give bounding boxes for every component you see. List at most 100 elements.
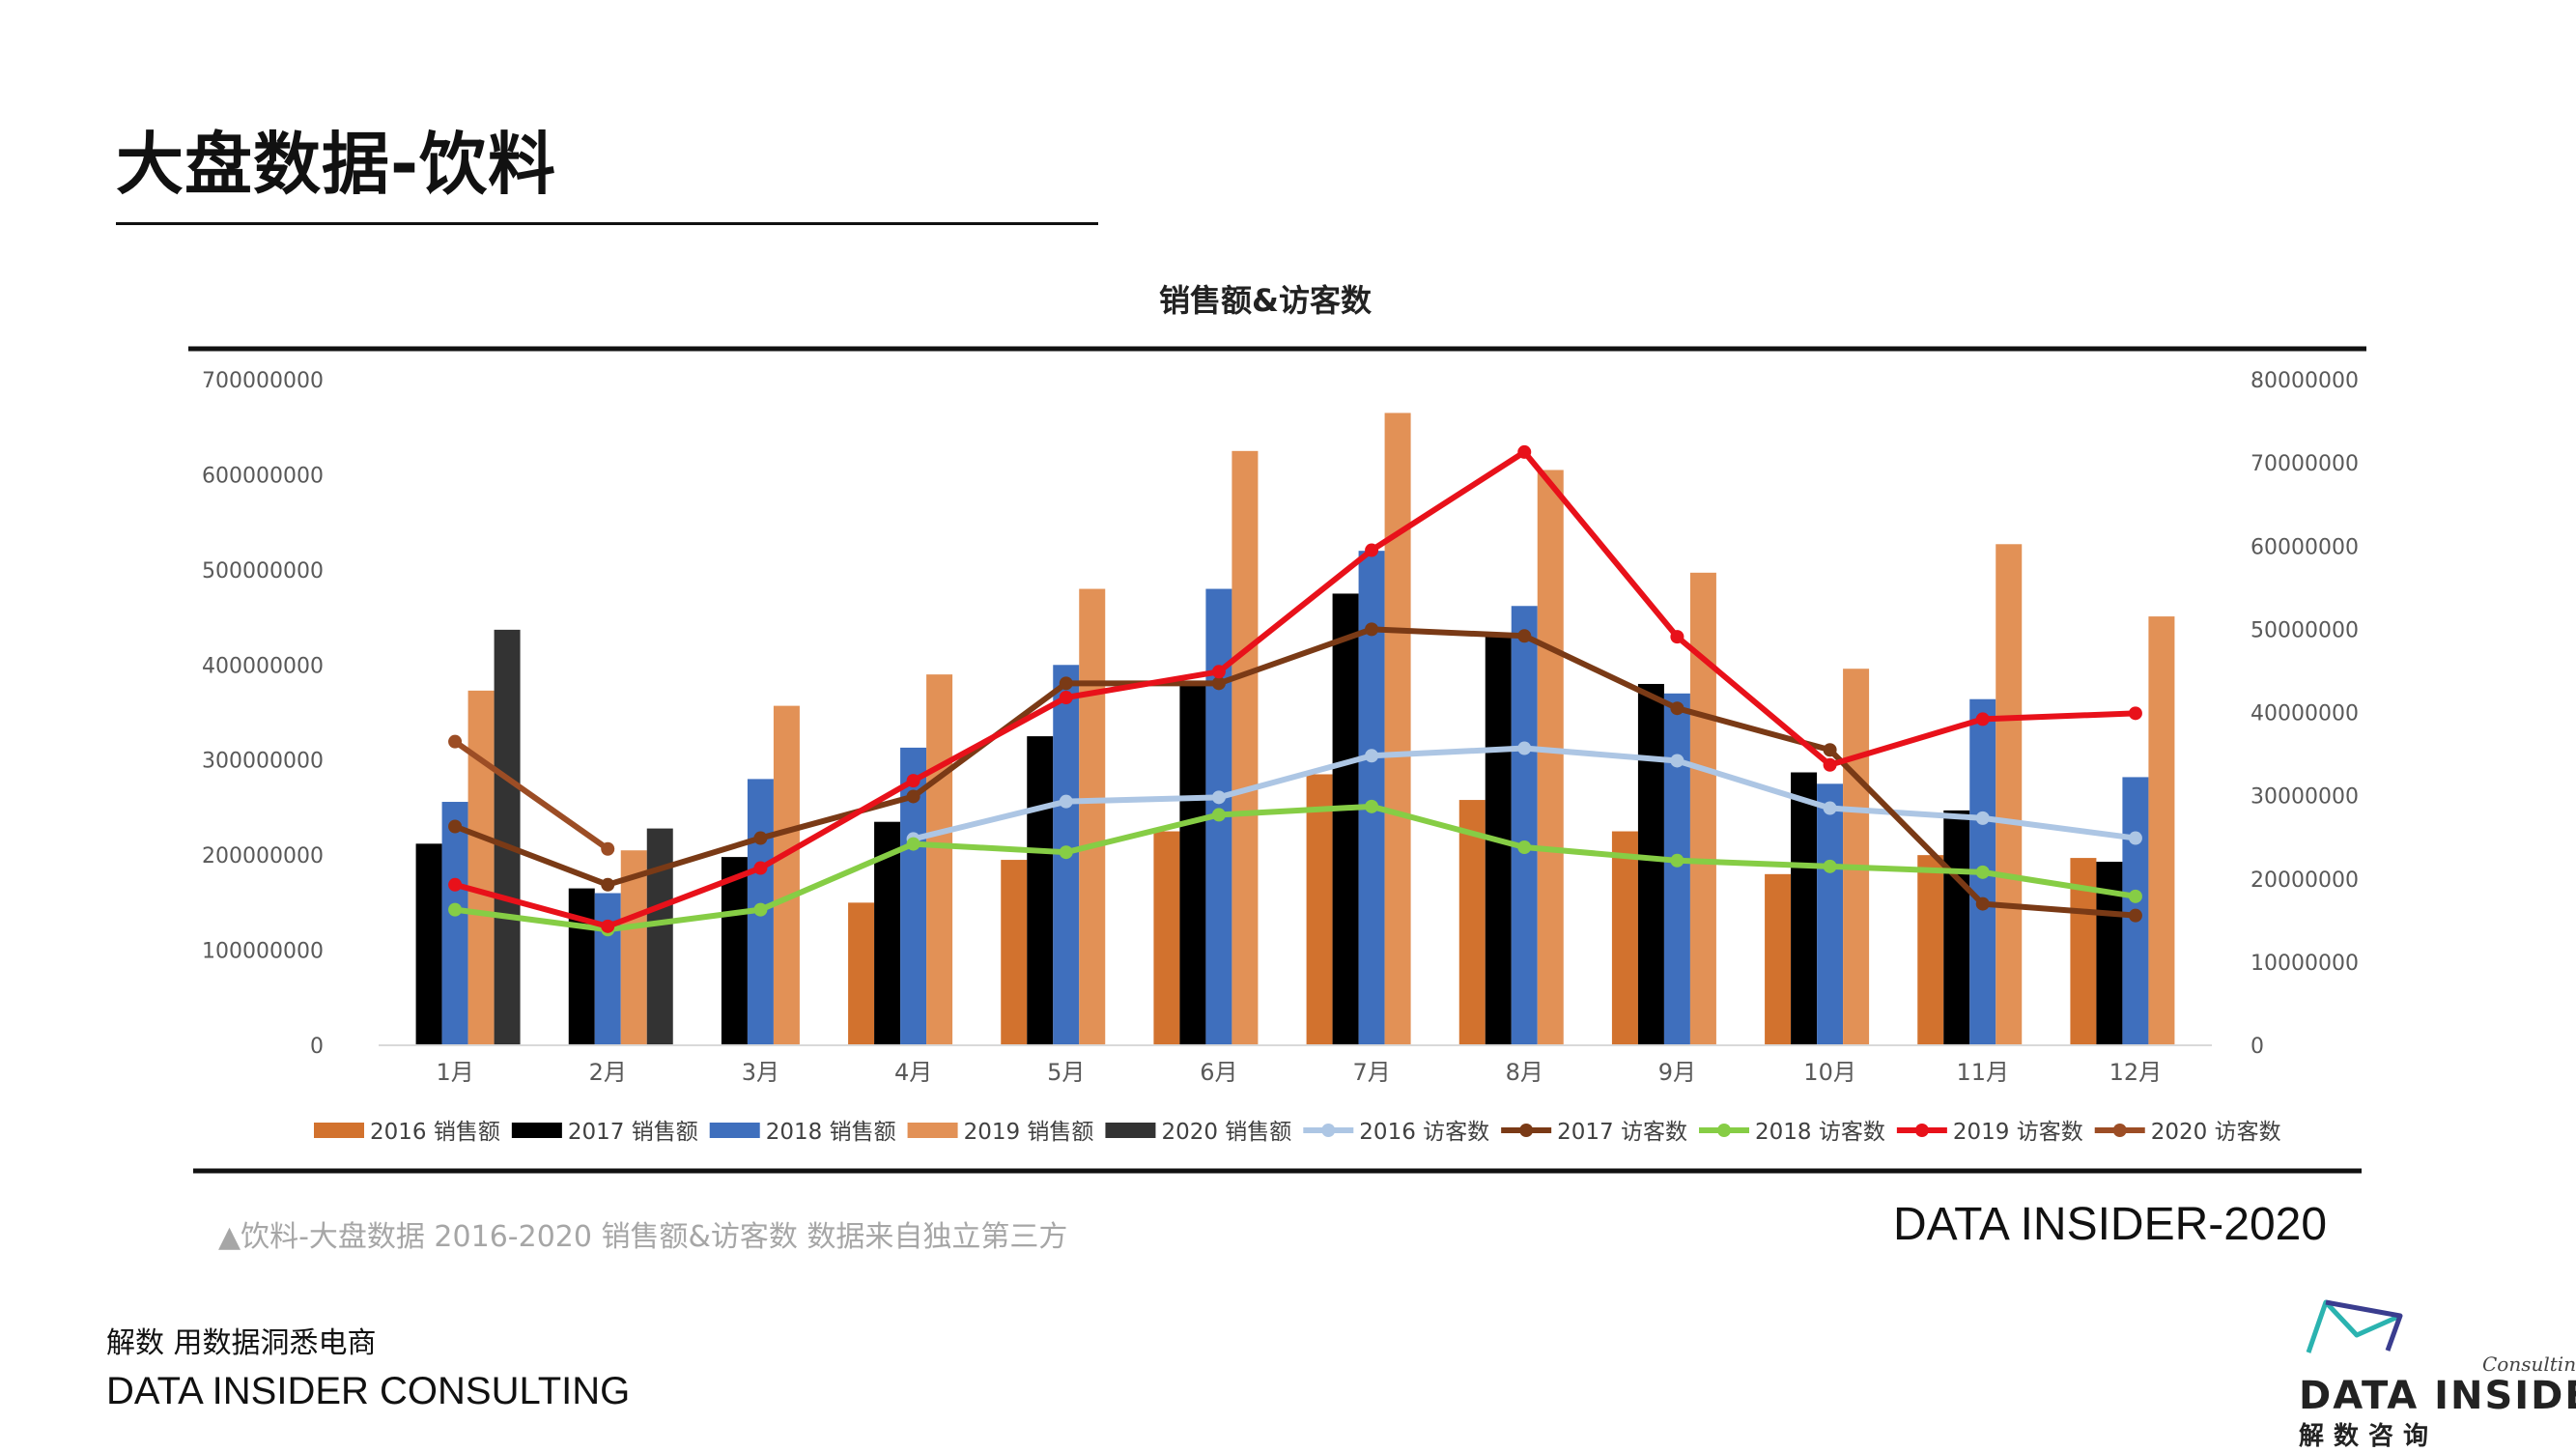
bar-2018-sales (1511, 606, 1538, 1045)
legend-label: 2019 访客数 (1953, 1120, 2083, 1145)
legend-swatch (1105, 1123, 1156, 1138)
legend-label: 2018 销售额 (766, 1120, 896, 1145)
right-axis-tick-label: 70000000 (2250, 452, 2359, 476)
point-2016-visitors (1211, 790, 1226, 805)
x-axis-tick-label: 8月 (1506, 1059, 1543, 1086)
bar-2016-sales (1001, 860, 1028, 1045)
bar-2017-sales (415, 843, 442, 1045)
point-2017-visitors (448, 819, 463, 834)
bar-2019-sales (1384, 413, 1411, 1045)
x-axis-tick-label: 9月 (1658, 1059, 1696, 1086)
bar-2019-sales (1996, 544, 2023, 1045)
bar-2019-sales (1079, 588, 1106, 1045)
bar-2019-sales (1843, 669, 1870, 1045)
point-2017-visitors (1975, 897, 1990, 911)
bar-2017-sales (1179, 683, 1206, 1045)
left-axis-tick-label: 200000000 (202, 844, 324, 868)
bar-2016-sales (848, 902, 875, 1045)
x-axis-tick-label: 11月 (1956, 1059, 2009, 1086)
legend-swatch (907, 1123, 958, 1138)
legend-label: 2018 访客数 (1755, 1120, 1885, 1145)
bar-2018-sales (1663, 693, 1690, 1045)
point-2017-visitors (1517, 629, 1532, 643)
legend-swatch (314, 1123, 364, 1138)
point-2016-visitors (1670, 754, 1684, 768)
bar-2018-sales (441, 802, 468, 1045)
page-title: 大盘数据-饮料 (116, 125, 557, 204)
point-2019-visitors (601, 919, 615, 933)
bar-2016-sales (1611, 831, 1638, 1045)
point-2017-visitors (2128, 908, 2142, 923)
company-name: DATA INSIDER CONSULTING (106, 1370, 631, 1412)
bar-2018-sales (594, 893, 621, 1045)
logo-mark-icon (2306, 1299, 2403, 1353)
point-2016-visitors (1517, 741, 1532, 755)
point-2017-visitors (1211, 676, 1226, 691)
bar-2019-sales (926, 674, 953, 1045)
legend-marker (1914, 1124, 1929, 1137)
chart-title: 销售额&访客数 (1159, 282, 1373, 319)
left-axis-tick-label: 0 (310, 1035, 324, 1059)
left-axis-tick-label: 700000000 (202, 369, 324, 393)
sales-visitors-chart: 销售额&访客数 01000000002000000003000000004000… (188, 282, 2366, 1174)
right-axis-tick-label: 30000000 (2250, 785, 2359, 810)
point-2019-visitors (2128, 706, 2142, 721)
x-axis-tick-label: 7月 (1352, 1059, 1390, 1086)
title-divider (116, 222, 1098, 225)
bar-2019-sales (467, 690, 495, 1045)
bar-2020-sales (494, 629, 521, 1045)
left-axis-tick-label: 500000000 (202, 559, 324, 584)
point-2018-visitors (1211, 808, 1226, 822)
x-axis-tick-label: 2月 (589, 1059, 627, 1086)
line-2020-visitors (453, 739, 609, 852)
point-2017-visitors (1670, 701, 1684, 716)
line-2019-visitors (454, 448, 2137, 929)
point-2016-visitors (1059, 794, 1073, 809)
right-axis-tick-label: 20000000 (2250, 868, 2359, 893)
bar-2019-sales (620, 850, 647, 1045)
chart-caption: ▲饮料-大盘数据 2016-2020 销售额&访客数 数据来自独立第三方 (218, 1220, 1068, 1254)
point-2017-visitors (1365, 622, 1379, 637)
point-2017-visitors (906, 789, 920, 804)
right-axis-tick-label: 50000000 (2250, 618, 2359, 642)
x-axis-tick-label: 5月 (1047, 1059, 1085, 1086)
x-axis-tick-label: 1月 (436, 1059, 473, 1086)
point-2017-visitors (753, 831, 768, 845)
bar-2017-sales (568, 888, 595, 1045)
point-2016-visitors (1823, 801, 1837, 815)
bar-2017-sales (1637, 683, 1664, 1045)
point-2019-visitors (1670, 630, 1684, 644)
logo-subtitle: Consulting (2482, 1352, 2576, 1376)
point-2018-visitors (2128, 889, 2142, 903)
bar-2016-sales (1765, 873, 1792, 1045)
legend-label: 2019 销售额 (964, 1120, 1094, 1145)
bar-2020-sales (646, 828, 673, 1045)
point-2016-visitors (1365, 749, 1379, 763)
point-2018-visitors (1670, 853, 1684, 868)
left-axis-tick-label: 100000000 (202, 940, 324, 964)
bar-2017-sales (1027, 736, 1054, 1045)
x-axis-tick-label: 6月 (1200, 1059, 1237, 1086)
point-2019-visitors (753, 861, 768, 875)
x-axis-tick-label: 4月 (894, 1059, 932, 1086)
legend-marker (1321, 1124, 1336, 1137)
point-2019-visitors (1365, 543, 1379, 557)
point-2018-visitors (1517, 840, 1532, 855)
bar-2017-sales (1791, 772, 1818, 1045)
legend-marker (1717, 1124, 1732, 1137)
slogan: 解数 用数据洞悉电商 (106, 1326, 377, 1360)
bar-2018-sales (1817, 783, 1844, 1045)
point-2018-visitors (753, 902, 768, 917)
point-2018-visitors (1365, 799, 1379, 813)
right-axis-tick-label: 10000000 (2250, 952, 2359, 976)
bar-2017-sales (1332, 593, 1359, 1045)
bar-2016-sales (1917, 855, 1944, 1045)
legend-label: 2017 销售额 (568, 1120, 698, 1145)
legend-label: 2016 访客数 (1359, 1120, 1489, 1145)
bar-2019-sales (1537, 470, 1564, 1045)
left-axis-tick-label: 300000000 (202, 750, 324, 774)
bar-2019-sales (2148, 616, 2175, 1045)
line-2018-visitors (454, 803, 2137, 933)
left-axis-tick-label: 600000000 (202, 464, 324, 488)
right-axis-tick-label: 80000000 (2250, 369, 2359, 393)
